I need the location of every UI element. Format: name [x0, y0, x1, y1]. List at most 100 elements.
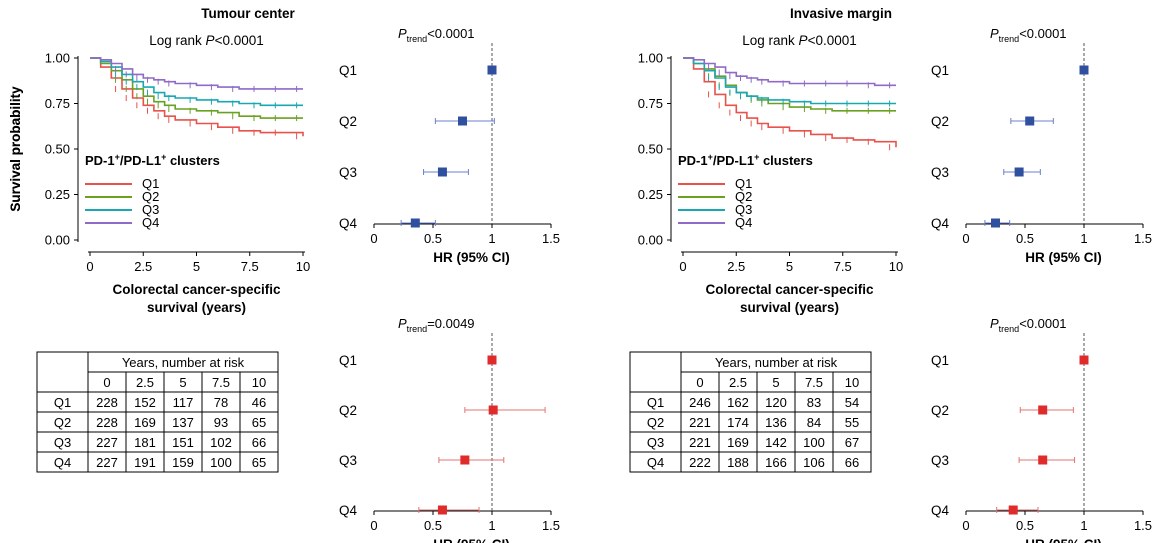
legend-title-b: /PD-L1: [120, 153, 161, 168]
forest-x-tick-label: 0.5: [424, 518, 442, 533]
legend-title-sup: +: [708, 152, 713, 162]
table-cell: 227: [96, 435, 118, 450]
y-tick-label: 1.00: [638, 51, 663, 66]
legend-label: Q3: [142, 202, 159, 217]
table-cell: 246: [689, 395, 711, 410]
forest-x-tick-label: 0.5: [1016, 518, 1034, 533]
hr-marker-q4: [410, 218, 420, 228]
table-cell: 66: [252, 435, 266, 450]
legend-title-sup: +: [115, 152, 120, 162]
ptrend-sub: trend: [999, 34, 1020, 44]
table-time: 2.5: [729, 375, 747, 390]
forest-row-label: Q1: [339, 63, 357, 78]
forest-x-axis-title: HR (95% CI): [433, 250, 510, 265]
table-cell: 159: [172, 455, 194, 470]
forest-row-label: Q4: [339, 216, 358, 231]
forest-x-tick-label: 1: [488, 231, 495, 246]
table-cell: 65: [252, 415, 266, 430]
table-cell: 83: [807, 395, 821, 410]
km-curve-q2: [90, 57, 303, 119]
x-tick-label: 5: [193, 259, 200, 274]
panel-title: Tumour center: [201, 6, 295, 21]
y-tick-label: 0.25: [45, 187, 70, 202]
y-tick-label: 0.25: [638, 187, 663, 202]
table-cell: 65: [252, 455, 266, 470]
legend-label: Q1: [735, 176, 752, 191]
hr-marker-q4: [437, 505, 447, 515]
table-cell: 46: [252, 395, 266, 410]
x-tick-label: 2.5: [134, 259, 152, 274]
forest-x-tick-label: 1: [1080, 231, 1087, 246]
table-cell: 78: [214, 395, 228, 410]
km-curve-q1: [90, 57, 304, 137]
legend-title: PD-1+/PD-L1+ clusters: [678, 152, 813, 168]
forest-row-label: Q2: [339, 114, 357, 129]
risk-table: Years, number at risk 0 2.5 5 7.5 10 Q1 246 162 1…: [629, 351, 872, 473]
y-tick-label: 1.00: [45, 51, 70, 66]
table-cell: 228: [96, 415, 118, 430]
table-cell: 66: [845, 455, 859, 470]
logrank-value: <0.0001: [808, 33, 857, 48]
hr-marker-q1: [1079, 65, 1089, 75]
forest-row-label: Q2: [931, 403, 949, 418]
ptrend-sub: trend: [407, 34, 428, 44]
forest-x-tick-label: 0: [962, 231, 969, 246]
table-cell: 181: [134, 435, 156, 450]
x-tick-label: 0: [679, 259, 686, 274]
forest-row-label: Q1: [931, 63, 949, 78]
y-axis-title: Survival probability: [8, 86, 23, 212]
forest-row-label: Q3: [339, 453, 357, 468]
ptrend-label: Ptrend=0.0049: [398, 316, 475, 334]
legend-title-c: clusters: [759, 153, 812, 168]
forest-x-tick-label: 1.5: [1134, 231, 1152, 246]
table-cell: 54: [845, 395, 859, 410]
table-cell: 84: [807, 415, 821, 430]
forest-x-tick-label: 0: [370, 231, 377, 246]
forest-row-label: Q2: [931, 114, 949, 129]
km-curve-q4: [90, 57, 303, 90]
y-tick-label: 0.00: [638, 233, 663, 248]
forest-x-tick-label: 1.5: [542, 231, 560, 246]
logrank-label: Log rank P<0.0001: [149, 33, 264, 48]
table-cell: 162: [727, 395, 749, 410]
x-axis-title-line2: survival (years): [147, 300, 246, 315]
legend-label: Q1: [142, 176, 159, 191]
hr-marker-q2: [1025, 116, 1035, 126]
x-tick-label: 10: [296, 259, 310, 274]
x-tick-label: 0: [86, 259, 93, 274]
table-time: 5: [179, 375, 186, 390]
table-cell: 174: [727, 415, 749, 430]
legend-title-a: PD-1: [85, 153, 115, 168]
table-cell: 188: [727, 455, 749, 470]
table-time: 7.5: [805, 375, 823, 390]
table-cell: 142: [765, 435, 787, 450]
forest-row-label: Q3: [931, 453, 949, 468]
hr-marker-q2: [1038, 405, 1048, 415]
table-cell: 152: [134, 395, 156, 410]
x-tick-label: 7.5: [834, 259, 852, 274]
forest-x-tick-label: 1.5: [542, 518, 560, 533]
table-header: Years, number at risk: [122, 355, 245, 370]
logrank-prefix: Log rank: [149, 33, 205, 48]
table-cell: 55: [845, 415, 859, 430]
hr-marker-q3: [460, 455, 470, 465]
table-cell: 151: [172, 435, 194, 450]
y-tick-label: 0.50: [638, 142, 663, 157]
table-group-label: Q4: [647, 455, 664, 470]
x-tick-label: 7.5: [241, 259, 259, 274]
logrank-label: Log rank P<0.0001: [742, 33, 857, 48]
table-cell: 102: [210, 435, 232, 450]
x-tick-label: 2.5: [727, 259, 745, 274]
legend-title: PD-1+/PD-L1+ clusters: [85, 152, 220, 168]
table-time: 10: [845, 375, 859, 390]
table-cell: 93: [214, 415, 228, 430]
table-cell: 100: [803, 435, 825, 450]
logrank-p: P: [206, 33, 215, 48]
forest-x-axis-title: HR (95% CI): [433, 537, 510, 543]
km-curve-q4: [683, 57, 896, 87]
hr-marker-q4: [1008, 505, 1018, 515]
legend-label: Q2: [142, 189, 159, 204]
